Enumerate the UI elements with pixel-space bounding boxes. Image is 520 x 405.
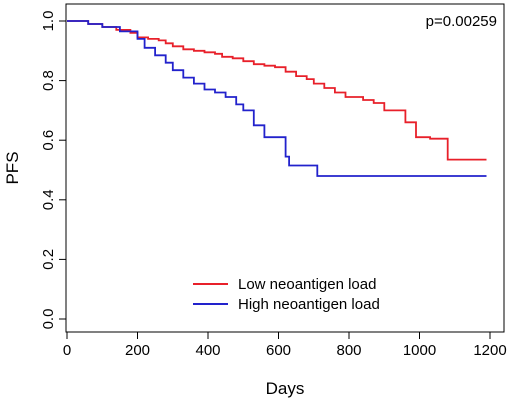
y-axis-title: PFS bbox=[3, 151, 22, 184]
legend-label-high: High neoantigen load bbox=[238, 296, 380, 313]
x-tick-label: 400 bbox=[195, 342, 220, 359]
high-neoantigen-curve bbox=[67, 20, 487, 177]
x-tick-label: 600 bbox=[266, 342, 291, 359]
x-tick-label: 800 bbox=[336, 342, 361, 359]
x-axis-title: Days bbox=[266, 379, 305, 398]
y-tick-label: 0.8 bbox=[40, 70, 57, 91]
plot-frame bbox=[65, 3, 505, 333]
legend-label-low: Low neoantigen load bbox=[238, 276, 376, 293]
y-tick-label: 0.0 bbox=[40, 309, 57, 330]
x-tick-label: 1000 bbox=[403, 342, 436, 359]
survival-curves bbox=[67, 20, 487, 177]
y-tick-label: 0.6 bbox=[40, 130, 57, 151]
y-tick-label: 1.0 bbox=[40, 11, 57, 32]
x-axis: 0 200 400 600 800 1000 1200 bbox=[63, 332, 507, 359]
y-tick-label: 0.2 bbox=[40, 249, 57, 270]
low-neoantigen-curve bbox=[67, 20, 487, 161]
p-value-annotation: p=0.00259 bbox=[426, 13, 497, 30]
legend: Low neoantigen load High neoantigen load bbox=[193, 276, 380, 313]
x-tick-label: 1200 bbox=[473, 342, 506, 359]
y-tick-label: 0.4 bbox=[40, 189, 57, 210]
y-axis: 0.0 0.2 0.4 0.6 0.8 1.0 bbox=[40, 11, 66, 330]
x-tick-label: 200 bbox=[125, 342, 150, 359]
x-tick-label: 0 bbox=[63, 342, 71, 359]
